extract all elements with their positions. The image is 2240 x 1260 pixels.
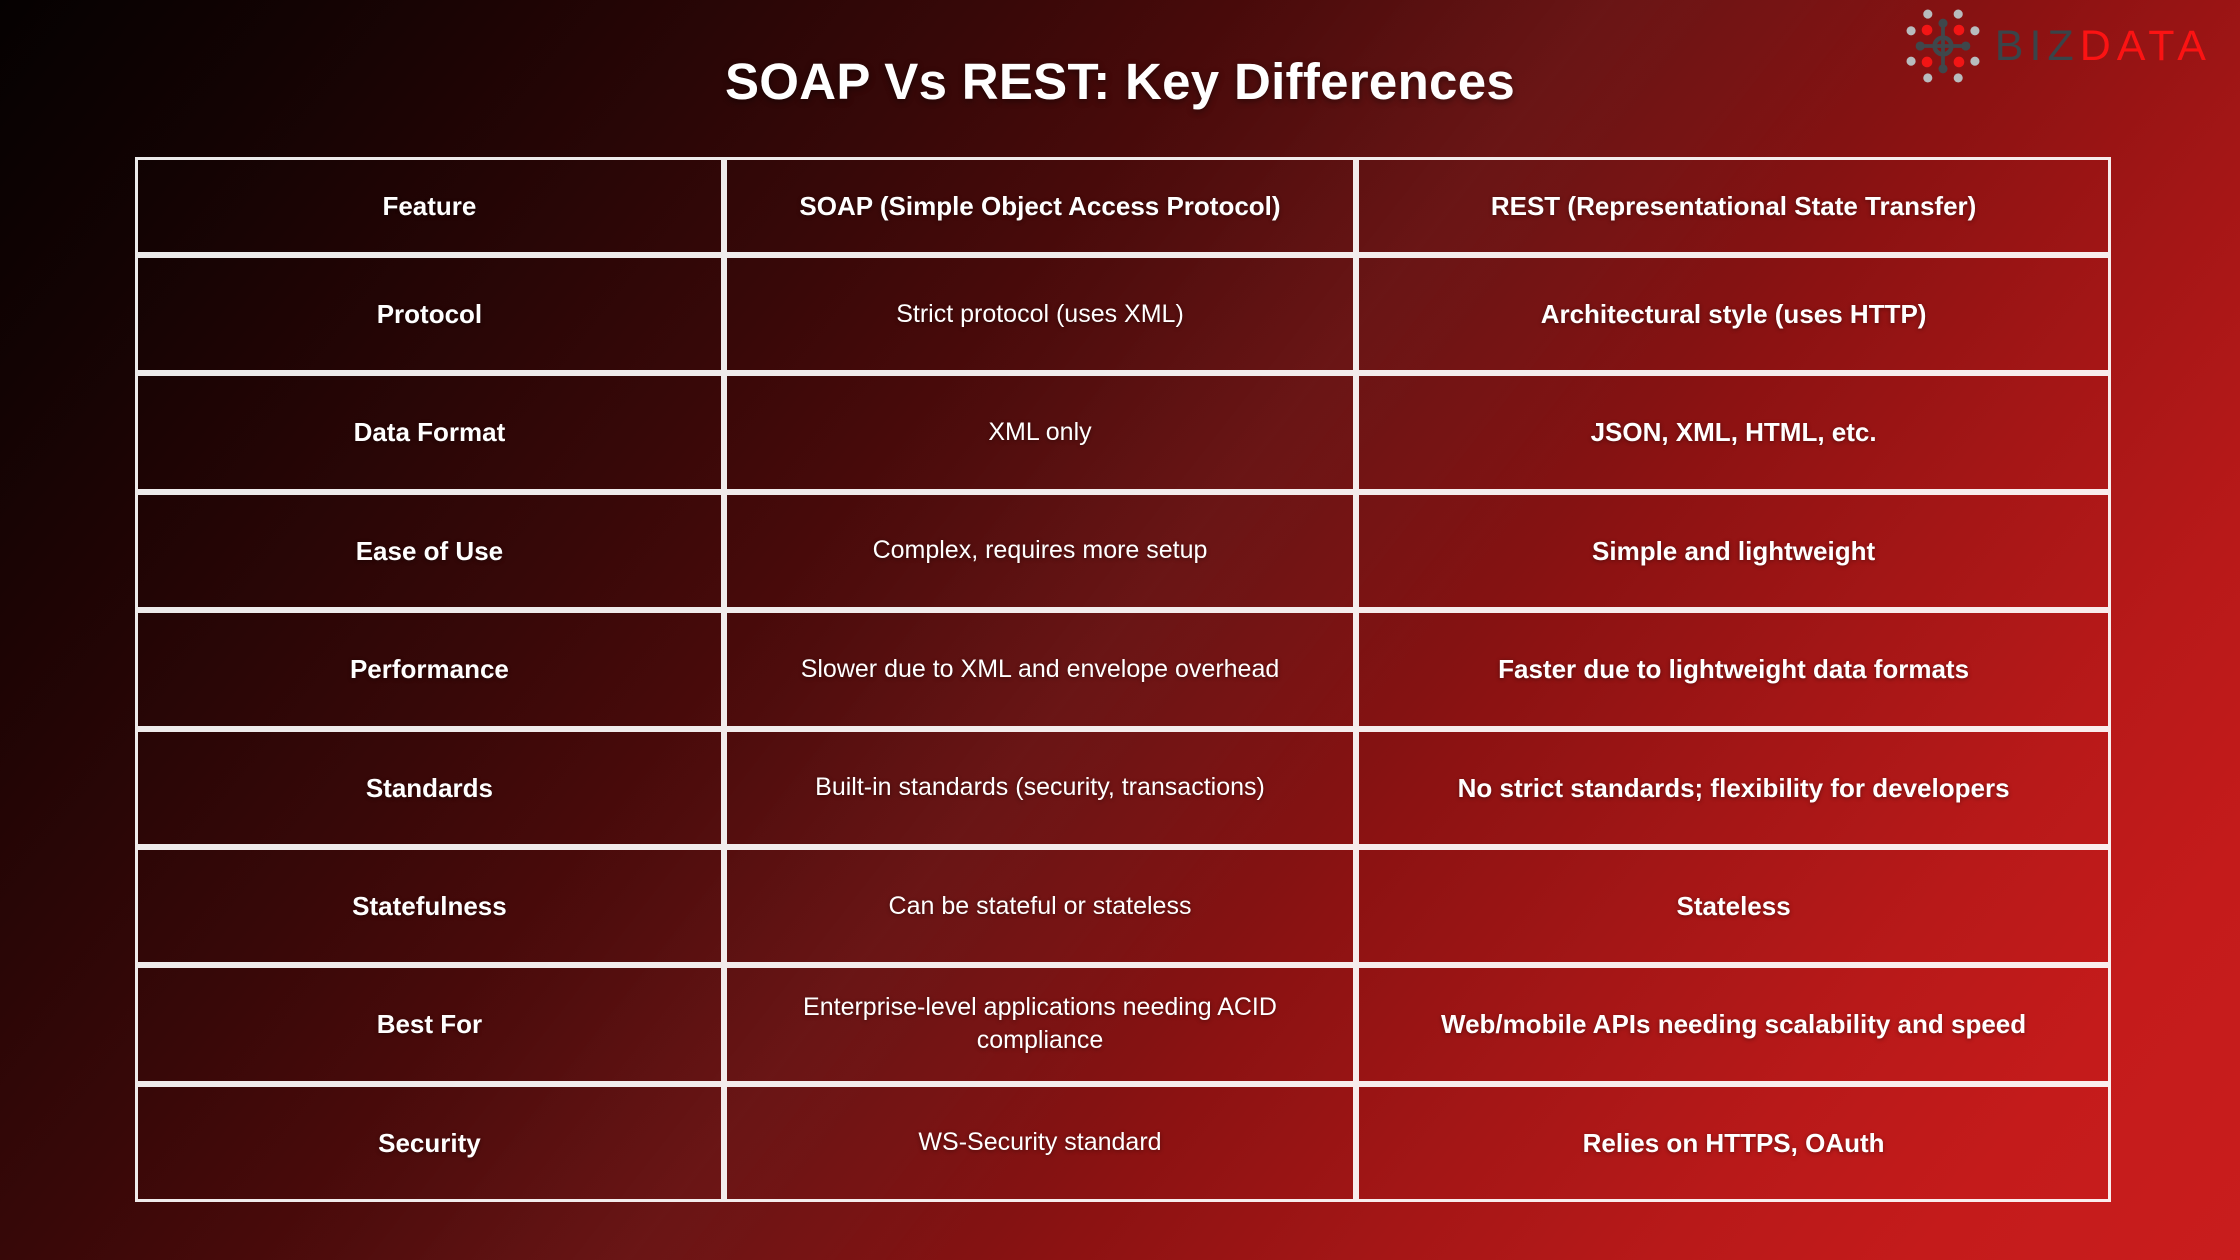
cell-rest: Stateless <box>1356 846 2111 966</box>
table-row: Statefulness Can be stateful or stateles… <box>135 846 2111 966</box>
table-header: Feature SOAP (Simple Object Access Proto… <box>135 157 2111 255</box>
cell-rest: No strict standards; flexibility for dev… <box>1356 728 2111 847</box>
cell-feature: Best For <box>135 965 724 1084</box>
cell-feature: Ease of Use <box>135 491 724 611</box>
cell-soap: Slower due to XML and envelope overhead <box>723 610 1357 729</box>
column-header-feature: Feature <box>135 157 724 255</box>
table-row: Security WS-Security standard Relies on … <box>135 1083 2111 1202</box>
table-row: Ease of Use Complex, requires more setup… <box>135 491 2111 611</box>
table-row: Performance Slower due to XML and envelo… <box>135 610 2111 729</box>
cell-soap: Strict protocol (uses XML) <box>723 255 1357 374</box>
cell-feature: Security <box>135 1083 724 1202</box>
logo-text-data: DATA <box>2079 21 2212 70</box>
table-row: Protocol Strict protocol (uses XML) Arch… <box>135 255 2111 374</box>
cell-soap: Complex, requires more setup <box>723 491 1357 611</box>
table-row: Best For Enterprise-level applications n… <box>135 965 2111 1084</box>
cell-soap: WS-Security standard <box>723 1083 1357 1202</box>
column-header-rest: REST (Representational State Transfer) <box>1356 157 2111 255</box>
cell-rest: Web/mobile APIs needing scalability and … <box>1356 965 2111 1084</box>
cell-soap: XML only <box>723 373 1357 492</box>
cell-soap: Built-in standards (security, transactio… <box>723 728 1357 847</box>
logo-wordmark: BIZDATA <box>1994 21 2212 70</box>
table-row: Standards Built-in standards (security, … <box>135 728 2111 847</box>
cell-rest: JSON, XML, HTML, etc. <box>1356 373 2111 492</box>
soap-vs-rest-table: Feature SOAP (Simple Object Access Proto… <box>135 157 2111 1202</box>
cell-rest: Architectural style (uses HTTP) <box>1356 255 2111 374</box>
cell-feature: Standards <box>135 728 724 847</box>
cell-rest: Relies on HTTPS, OAuth <box>1356 1083 2111 1202</box>
network-nodes-icon <box>1906 9 1980 83</box>
cell-soap: Enterprise-level applications needing AC… <box>723 965 1357 1084</box>
cell-feature: Data Format <box>135 373 724 492</box>
cell-feature: Statefulness <box>135 846 724 966</box>
table-header-row: Feature SOAP (Simple Object Access Proto… <box>135 157 2111 255</box>
comparison-table-container: Feature SOAP (Simple Object Access Proto… <box>135 157 2111 1202</box>
cell-feature: Performance <box>135 610 724 729</box>
cell-feature: Protocol <box>135 255 724 374</box>
table-row: Data Format XML only JSON, XML, HTML, et… <box>135 373 2111 492</box>
logo-text-biz: BIZ <box>1994 21 2080 70</box>
table-body: Protocol Strict protocol (uses XML) Arch… <box>135 255 2111 1202</box>
column-header-soap: SOAP (Simple Object Access Protocol) <box>723 157 1357 255</box>
cell-rest: Simple and lightweight <box>1356 491 2111 611</box>
cell-rest: Faster due to lightweight data formats <box>1356 610 2111 729</box>
cell-soap: Can be stateful or stateless <box>723 846 1357 966</box>
bizdata-logo: BIZDATA <box>1905 8 2212 84</box>
page-title: SOAP Vs REST: Key Differences <box>724 53 1516 110</box>
